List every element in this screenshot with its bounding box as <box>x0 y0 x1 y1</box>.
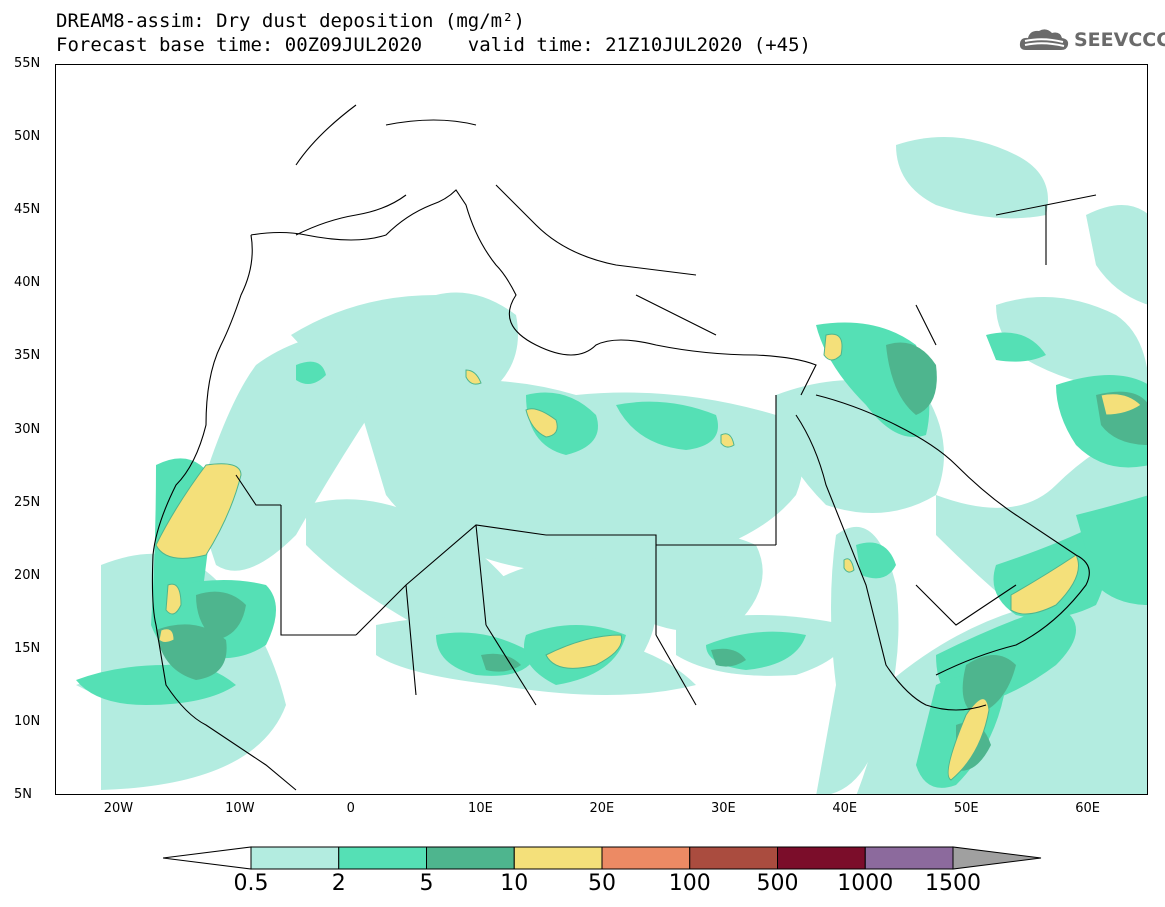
colorbar-segment <box>689 846 778 870</box>
lat-label: 20N <box>14 567 41 583</box>
lon-label: 0 <box>346 801 355 816</box>
map-title: DREAM8-assim: Dry dust deposition (mg/m²… <box>56 10 525 32</box>
lon-label: 20E <box>589 801 615 816</box>
colorbar <box>163 846 1042 870</box>
colorbar-label: 100 <box>668 871 711 896</box>
field-level-10 <box>155 333 1142 781</box>
colorbar-label: 2 <box>331 871 346 896</box>
dust-map <box>76 104 1147 794</box>
colorbar-label: 1500 <box>925 871 981 896</box>
forecast-times: Forecast base time: 00Z09JUL2020 valid t… <box>56 34 811 56</box>
colorbar-label: 0.5 <box>233 871 269 896</box>
map-area <box>55 64 1148 795</box>
colorbar-over-triangle <box>952 846 1042 870</box>
lat-label: 45N <box>14 202 41 218</box>
deposition-field-layer <box>76 137 1147 794</box>
lat-label: 40N <box>14 275 41 291</box>
logo-text: SEEVCCC <box>1074 29 1165 51</box>
lat-label: 50N <box>14 129 41 145</box>
colorbar-segment <box>426 846 515 870</box>
colorbar-label: 1000 <box>837 871 894 896</box>
colorbar-label: 50 <box>588 871 616 896</box>
seevccc-logo: SEEVCCC <box>1018 26 1165 54</box>
lon-label: 10E <box>468 801 493 816</box>
lon-label: 20W <box>103 801 134 816</box>
colorbar-segment <box>250 846 340 870</box>
cloud-icon <box>1019 29 1069 50</box>
lat-label: 30N <box>14 421 41 437</box>
lat-label: 25N <box>14 494 41 510</box>
coastline-and-borders <box>151 104 1097 791</box>
colorbar-segment <box>777 846 866 870</box>
lon-label: 30E <box>710 801 736 816</box>
lat-label: 55N <box>14 56 41 71</box>
colorbar-segment <box>338 846 427 870</box>
lon-label: 60E <box>1075 801 1101 816</box>
lon-label: 50E <box>953 801 979 816</box>
colorbar-under-triangle <box>163 846 252 870</box>
colorbar-label: 5 <box>419 871 434 896</box>
colorbar-segment <box>513 846 603 870</box>
lon-label: 10W <box>225 801 255 816</box>
colorbar-segment <box>864 846 954 870</box>
lat-label: 5N <box>14 787 32 802</box>
colorbar-segment <box>601 846 691 870</box>
lat-label: 35N <box>14 348 41 364</box>
lon-label: 40E <box>832 801 858 816</box>
colorbar-label: 10 <box>500 871 529 896</box>
lat-label: 15N <box>14 640 41 656</box>
colorbar-label: 500 <box>756 871 799 896</box>
lat-label: 10N <box>14 713 41 729</box>
